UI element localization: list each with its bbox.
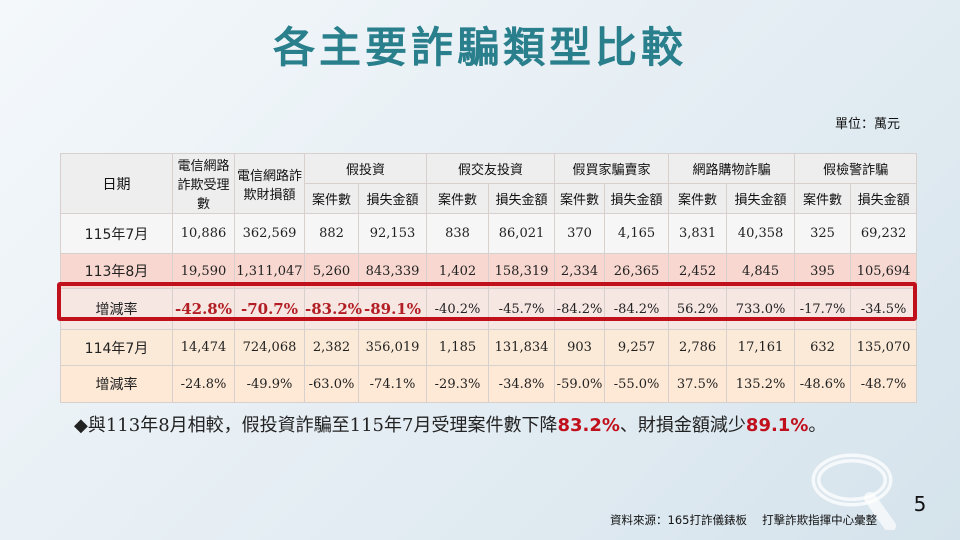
header-group-fake-police: 假檢警詐騙 — [794, 153, 918, 184]
table-cell: 632 — [794, 329, 852, 366]
table-cell: -89.1% — [357, 288, 428, 330]
row-label: 114年7月 — [60, 329, 173, 366]
table-cell: -34.8% — [488, 365, 556, 403]
table-cell: 370 — [554, 213, 606, 254]
table-cell: 395 — [794, 253, 852, 289]
table-cell: 135.2% — [726, 365, 796, 403]
table-row: 115年7月 10,886 362,569 882 92,153 838 86,021 370… — [60, 213, 918, 254]
table-row: 增減率 -42.8% -70.7% -83.2% -89.1% -40.2% -45.7% -… — [60, 288, 918, 330]
table-cell: -48.7% — [850, 365, 918, 403]
summary-middle: 、財損金額減少 — [619, 415, 746, 436]
unit-label: 單位：萬元 — [834, 117, 900, 132]
table-cell: -70.7% — [234, 288, 305, 330]
table-cell: 903 — [554, 329, 606, 366]
table-cell: 2,382 — [304, 329, 359, 366]
source-note: 資料來源：165打詐儀錶板 打擊詐欺指揮中心彙整 — [610, 513, 878, 527]
table-cell: 2,334 — [554, 253, 606, 289]
summary-value-loss: 89.1% — [745, 415, 809, 436]
summary-value-cases: 83.2% — [557, 415, 620, 436]
table-cell: 26,365 — [604, 253, 670, 289]
table-row: 113年8月 19,590 1,311,047 5,260 843,339 1,402 15… — [60, 253, 918, 289]
table-cell: 362,569 — [234, 213, 305, 254]
table-cell: 135,070 — [850, 329, 918, 366]
table-cell: 2,786 — [668, 329, 728, 366]
header-group-fake-investment: 假投資 — [303, 153, 428, 184]
table-cell: -83.2% — [304, 288, 362, 330]
page-number: 5 — [913, 492, 927, 516]
summary-text: ◆與113年8月相較，假投資詐騙至115年7月受理案件數下降83.2%、財損金額… — [74, 411, 826, 437]
table-cell: 86,021 — [488, 213, 556, 254]
table-cell: -84.2% — [554, 288, 606, 330]
table-cell: 9,257 — [604, 329, 670, 366]
row-label: 增減率 — [60, 365, 173, 403]
subheader-loss: 損失金額 — [604, 183, 670, 214]
table-cell: -84.2% — [604, 288, 670, 330]
table-cell: 37.5% — [668, 365, 728, 403]
table-cell: 40,358 — [726, 213, 796, 254]
subheader-loss: 損失金額 — [726, 183, 796, 214]
table-cell: 131,834 — [488, 329, 556, 366]
table-cell: -17.7% — [794, 288, 852, 330]
table-cell: 56.2% — [668, 288, 728, 330]
table-cell: 1,311,047 — [234, 253, 305, 289]
header-loss-amount: 電信網路詐欺財損額 — [234, 153, 305, 214]
subheader-cases: 案件數 — [794, 183, 852, 214]
table-cell: 10,886 — [172, 213, 235, 254]
table-cell: -63.0% — [304, 365, 359, 403]
subheader-cases: 案件數 — [554, 183, 606, 214]
slide-title: 各主要詐騙類型比較 — [272, 23, 687, 72]
header-group-fake-buyer: 假買家騙賣家 — [554, 153, 670, 184]
table-cell: -74.1% — [357, 365, 428, 403]
table-row: 114年7月 14,474 724,068 2,382 356,019 1,185 131,… — [60, 329, 918, 366]
table-cell: 325 — [794, 213, 852, 254]
table-cell: 724,068 — [234, 329, 305, 366]
table-cell: 158,319 — [488, 253, 556, 289]
table-cell: 17,161 — [726, 329, 796, 366]
table-cell: 1,185 — [426, 329, 490, 366]
table-cell: 14,474 — [172, 329, 235, 366]
table-cell: 5,260 — [304, 253, 359, 289]
header-received-count: 電信網路詐欺受理數 — [172, 153, 235, 214]
table-cell: 1,402 — [426, 253, 490, 289]
subheader-loss: 損失金額 — [357, 183, 428, 214]
subheader-cases: 案件數 — [668, 183, 728, 214]
header-group-romance-investment: 假交友投資 — [426, 153, 556, 184]
table-cell: -45.7% — [488, 288, 556, 330]
table-cell: 838 — [426, 213, 490, 254]
header-group-online-shopping: 網路購物詐騙 — [668, 153, 796, 184]
table-cell: -42.8% — [172, 288, 235, 330]
table-cell: 4,845 — [726, 253, 796, 289]
summary-suffix: 。 — [808, 415, 827, 436]
subheader-loss: 損失金額 — [488, 183, 556, 214]
subheader-loss: 損失金額 — [850, 183, 918, 214]
table-cell: -40.2% — [426, 288, 490, 330]
subheader-cases: 案件數 — [426, 183, 490, 214]
table-cell: -24.8% — [172, 365, 235, 403]
table-cell: -34.5% — [850, 288, 918, 330]
table-cell: 105,694 — [850, 253, 918, 289]
subheader-cases: 案件數 — [304, 183, 359, 214]
table-cell: 4,165 — [604, 213, 670, 254]
table-cell: 882 — [304, 213, 359, 254]
table-row: 增減率 -24.8% -49.9% -63.0% -74.1% -29.3% -34.8% -… — [60, 365, 918, 403]
table-cell: -29.3% — [426, 365, 490, 403]
header-date: 日期 — [60, 153, 173, 214]
table-cell: 92,153 — [357, 213, 428, 254]
table-cell: 3,831 — [668, 213, 728, 254]
row-label: 113年8月 — [60, 253, 173, 289]
table-cell: 69,232 — [850, 213, 918, 254]
table-cell: 2,452 — [668, 253, 728, 289]
table-cell: -59.0% — [554, 365, 606, 403]
table-cell: -55.0% — [604, 365, 670, 403]
fraud-comparison-table: 日期 電信網路詐欺受理數 電信網路詐欺財損額 假投資 假交友投資 假買家騙賣家 … — [60, 153, 918, 403]
table-cell: 19,590 — [172, 253, 235, 289]
table-cell: -49.9% — [234, 365, 305, 403]
row-label: 115年7月 — [60, 213, 173, 254]
table-cell: 843,339 — [357, 253, 428, 289]
summary-prefix: ◆與113年8月相較，假投資詐騙至115年7月受理案件數下降 — [74, 415, 558, 436]
table-cell: 733.0% — [726, 288, 796, 330]
table-cell: -48.6% — [794, 365, 852, 403]
table-cell: 356,019 — [357, 329, 428, 366]
row-label: 增減率 — [60, 288, 173, 330]
